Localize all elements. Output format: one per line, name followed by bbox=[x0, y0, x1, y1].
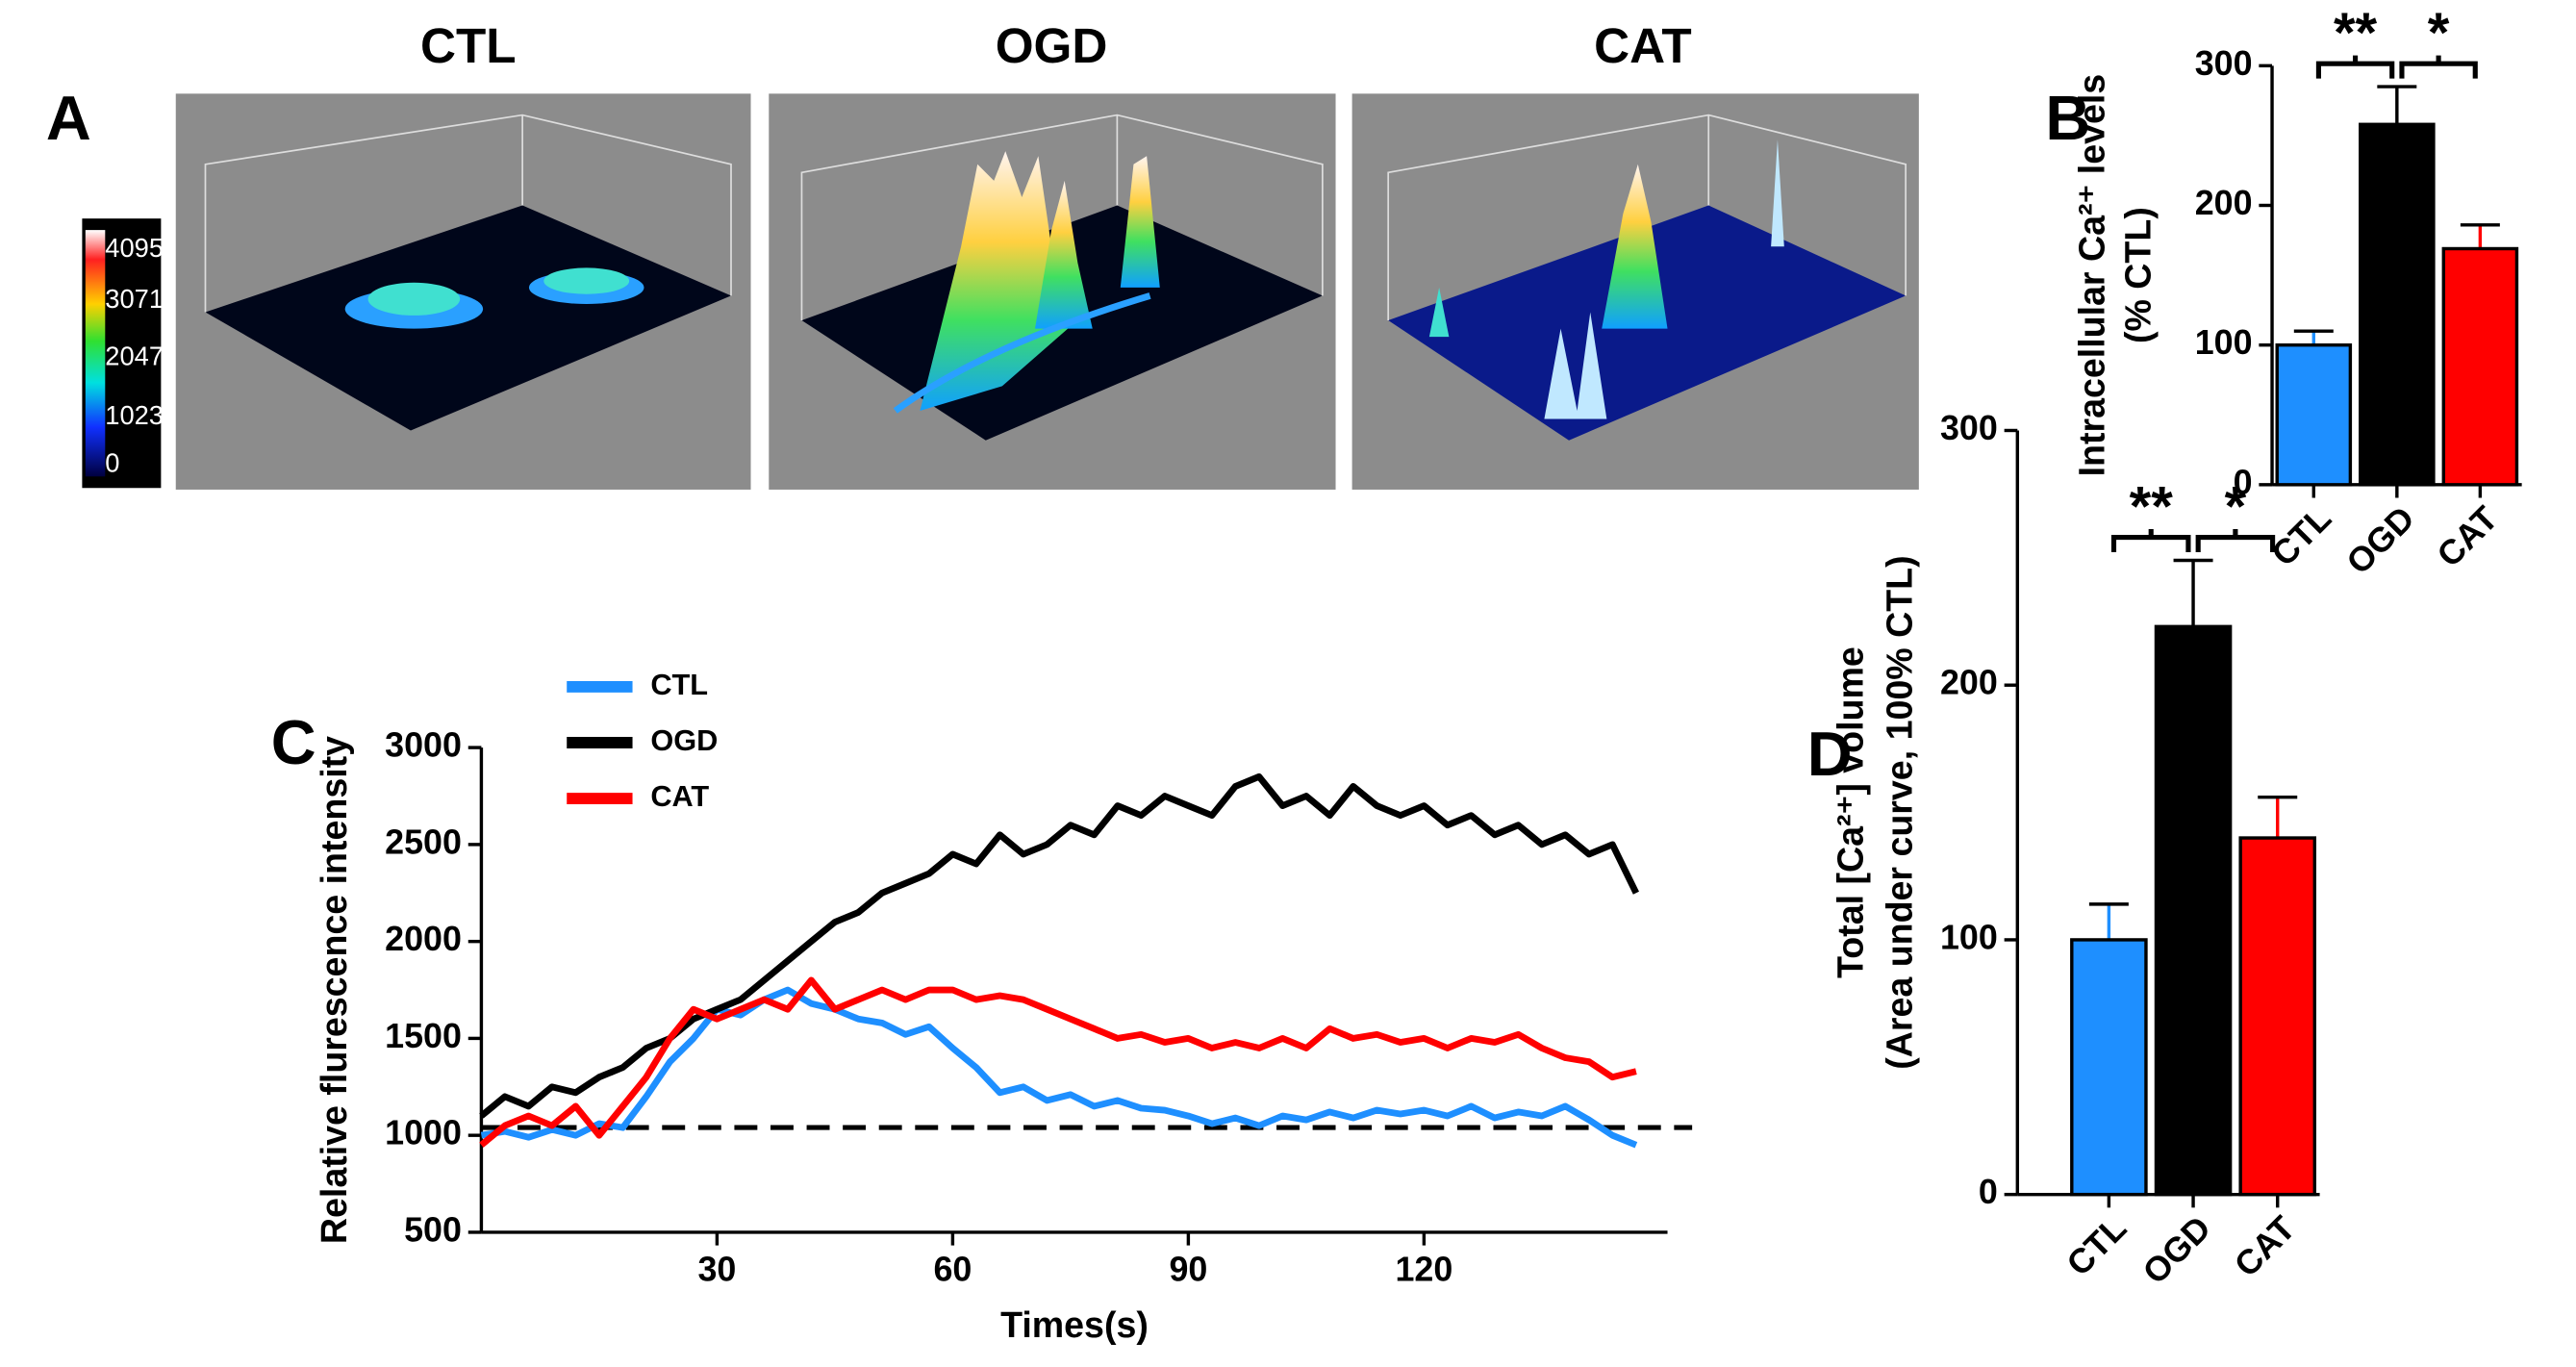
significance-label: * bbox=[2225, 476, 2247, 539]
colorbar-label: 2047 bbox=[105, 342, 164, 371]
panel-label: C bbox=[271, 707, 316, 777]
x-tick-label: CTL bbox=[2059, 1208, 2134, 1283]
significance-bracket bbox=[2315, 55, 2395, 79]
image-title: CTL bbox=[420, 18, 517, 73]
series-line bbox=[479, 976, 1637, 1148]
significance-label: ** bbox=[2334, 2, 2378, 64]
image-title: CAT bbox=[1594, 18, 1691, 73]
colorbar-label: 4095 bbox=[105, 233, 164, 263]
colorbar-label: 3071 bbox=[105, 284, 164, 314]
bar bbox=[2441, 246, 2519, 487]
y-axis-label: (Area under curve, 100% CTL) bbox=[1880, 555, 1920, 1069]
significance-label: ** bbox=[2130, 476, 2174, 539]
y-axis-label: Relative flurescence intensity bbox=[314, 736, 354, 1244]
significance-bracket bbox=[2110, 529, 2191, 552]
colorbar-label: 0 bbox=[105, 448, 119, 478]
y-axis-label: Intracellular Ca²⁺ levels bbox=[2072, 74, 2112, 477]
y-tick-label: 100 bbox=[1940, 918, 1998, 956]
y-tick-label: 2500 bbox=[385, 823, 462, 861]
y-tick-label: 200 bbox=[1940, 664, 1998, 702]
bar bbox=[2275, 342, 2353, 487]
y-tick-label: 100 bbox=[2195, 323, 2253, 362]
surface-image bbox=[1351, 93, 1919, 490]
legend-label: CTL bbox=[650, 668, 708, 701]
y-tick-label: 200 bbox=[2195, 184, 2253, 222]
y-tick-label: 0 bbox=[2234, 463, 2253, 501]
x-tick-label: 120 bbox=[1395, 1250, 1452, 1288]
y-axis-label: (% CTL) bbox=[2117, 207, 2158, 343]
bar bbox=[2359, 122, 2436, 487]
x-tick-label: CTL bbox=[2264, 499, 2339, 574]
y-tick-label: 1500 bbox=[385, 1017, 462, 1055]
x-tick-label: OGD bbox=[2135, 1208, 2218, 1291]
legend-label: OGD bbox=[650, 723, 718, 757]
significance-label: * bbox=[2428, 2, 2450, 64]
y-tick-label: 2000 bbox=[385, 920, 462, 958]
colorbar bbox=[85, 230, 106, 477]
surface-image bbox=[769, 93, 1336, 490]
y-tick-label: 0 bbox=[1979, 1173, 1998, 1211]
y-tick-label: 300 bbox=[2195, 44, 2253, 83]
significance-bracket bbox=[2399, 55, 2478, 79]
y-axis-label: Total [Ca²⁺] volume bbox=[1830, 646, 1870, 978]
x-tick-label: CAT bbox=[2227, 1208, 2303, 1284]
legend-label: CAT bbox=[650, 779, 709, 813]
significance-bracket bbox=[2195, 529, 2276, 552]
y-tick-label: 500 bbox=[404, 1210, 462, 1249]
bar bbox=[2070, 938, 2148, 1197]
image-title: OGD bbox=[996, 18, 1108, 73]
surface-image bbox=[175, 93, 751, 490]
panel-label: B bbox=[2045, 83, 2090, 153]
x-tick-label: CAT bbox=[2430, 499, 2506, 575]
y-tick-label: 3000 bbox=[385, 726, 462, 765]
x-tick-label: OGD bbox=[2339, 499, 2422, 582]
y-tick-label: 300 bbox=[1940, 409, 1998, 447]
x-axis-label: Times(s) bbox=[1000, 1304, 1149, 1345]
y-tick-label: 1000 bbox=[385, 1114, 462, 1152]
panel-label: A bbox=[46, 83, 91, 153]
x-tick-label: 30 bbox=[697, 1250, 736, 1288]
colorbar-label: 1023 bbox=[105, 400, 164, 430]
x-tick-label: 90 bbox=[1169, 1250, 1207, 1288]
panel-label: D bbox=[1807, 719, 1853, 789]
bar bbox=[2238, 836, 2317, 1197]
bar bbox=[2154, 624, 2233, 1197]
series-line bbox=[480, 986, 1638, 1149]
x-tick-label: 60 bbox=[933, 1250, 972, 1288]
